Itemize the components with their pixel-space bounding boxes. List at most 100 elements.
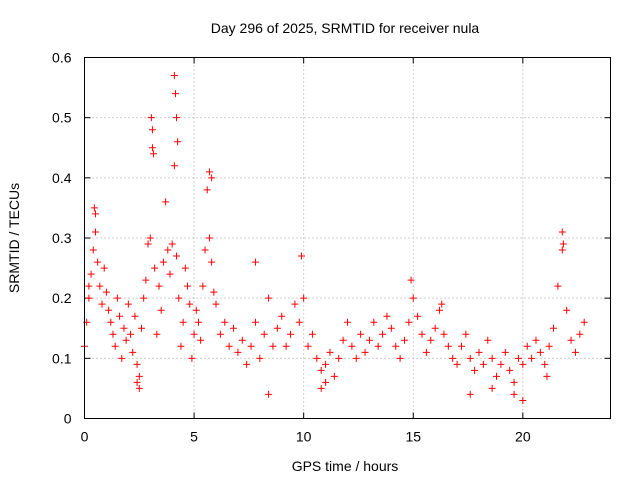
- data-point: [127, 330, 135, 338]
- data-point: [251, 318, 259, 326]
- data-point: [190, 330, 198, 338]
- data-point: [400, 336, 408, 344]
- data-point: [184, 282, 192, 290]
- data-point: [554, 282, 562, 290]
- data-point: [558, 228, 566, 236]
- data-point: [148, 144, 156, 152]
- data-point: [471, 366, 479, 374]
- data-point: [203, 186, 211, 194]
- data-point: [291, 300, 299, 308]
- data-point: [171, 90, 179, 98]
- data-point: [94, 258, 102, 266]
- plot-frame: [84, 57, 611, 419]
- data-point: [151, 264, 159, 272]
- data-point: [523, 342, 531, 350]
- data-point: [519, 396, 527, 404]
- x-tick-label: 5: [190, 429, 198, 445]
- x-tick-label: 20: [515, 429, 531, 445]
- data-point: [212, 300, 220, 308]
- data-point: [100, 264, 108, 272]
- data-point: [260, 330, 268, 338]
- data-point: [168, 240, 176, 248]
- data-point: [273, 324, 281, 332]
- data-point: [113, 294, 121, 302]
- data-point: [295, 318, 303, 326]
- data-point: [146, 234, 154, 242]
- data-point: [510, 390, 518, 398]
- data-point: [265, 294, 273, 302]
- data-point: [510, 378, 518, 386]
- data-point: [462, 330, 470, 338]
- data-point: [225, 342, 233, 350]
- data-point: [330, 372, 338, 380]
- data-point: [571, 348, 579, 356]
- data-point: [116, 312, 124, 320]
- data-point: [173, 252, 181, 260]
- data-point: [440, 330, 448, 338]
- data-point: [370, 318, 378, 326]
- data-point: [144, 240, 152, 248]
- data-point: [170, 72, 178, 80]
- data-point: [278, 312, 286, 320]
- data-point: [96, 282, 104, 290]
- data-point: [497, 360, 505, 368]
- data-point: [91, 228, 99, 236]
- data-point: [563, 306, 571, 314]
- data-point: [177, 342, 185, 350]
- data-point: [287, 330, 295, 338]
- data-point: [392, 342, 400, 350]
- y-tick-labels: 0 0.1 0.2 0.3 0.4 0.5 0.6: [52, 50, 72, 427]
- data-point: [475, 348, 483, 356]
- data-point: [142, 276, 150, 284]
- data-point: [89, 246, 97, 254]
- data-point: [159, 258, 167, 266]
- data-point: [453, 360, 461, 368]
- data-point: [205, 168, 213, 176]
- data-point: [129, 348, 137, 356]
- data-point: [438, 300, 446, 308]
- data-point: [488, 384, 496, 392]
- data-point: [457, 342, 465, 350]
- data-point: [124, 300, 132, 308]
- data-point: [140, 294, 148, 302]
- data-point: [265, 390, 273, 398]
- grid-lines: [84, 57, 611, 419]
- data-point: [580, 318, 588, 326]
- data-point: [519, 360, 527, 368]
- data-point: [133, 360, 141, 368]
- data-point: [444, 342, 452, 350]
- data-point: [157, 306, 165, 314]
- data-point: [120, 324, 128, 332]
- data-point: [179, 318, 187, 326]
- data-point: [148, 126, 156, 134]
- data-point: [405, 318, 413, 326]
- data-point: [105, 306, 113, 314]
- data-point: [210, 288, 218, 296]
- data-point: [147, 114, 155, 122]
- data-point: [282, 342, 290, 350]
- axis-ticks: [84, 57, 611, 419]
- y-tick-label: 0.5: [52, 110, 72, 126]
- data-point: [234, 348, 242, 356]
- data-point: [269, 342, 277, 350]
- x-tick-labels: 0 5 10 15 20: [81, 429, 531, 445]
- data-point: [186, 300, 194, 308]
- y-tick-label: 0.3: [52, 230, 72, 246]
- data-point: [313, 354, 321, 362]
- data-point: [173, 114, 181, 122]
- data-point: [514, 354, 522, 362]
- chart-title: Day 296 of 2025, SRMTID for receiver nul…: [211, 20, 480, 36]
- data-point: [550, 324, 558, 332]
- data-point: [567, 336, 575, 344]
- data-point: [501, 348, 509, 356]
- data-point: [174, 138, 182, 146]
- y-tick-label: 0.2: [52, 290, 72, 306]
- data-point: [436, 306, 444, 314]
- data-point: [365, 336, 373, 344]
- data-point: [422, 348, 430, 356]
- data-point: [208, 174, 216, 182]
- data-points: [81, 72, 588, 404]
- data-point: [91, 210, 99, 218]
- data-point: [396, 354, 404, 362]
- data-point: [216, 330, 224, 338]
